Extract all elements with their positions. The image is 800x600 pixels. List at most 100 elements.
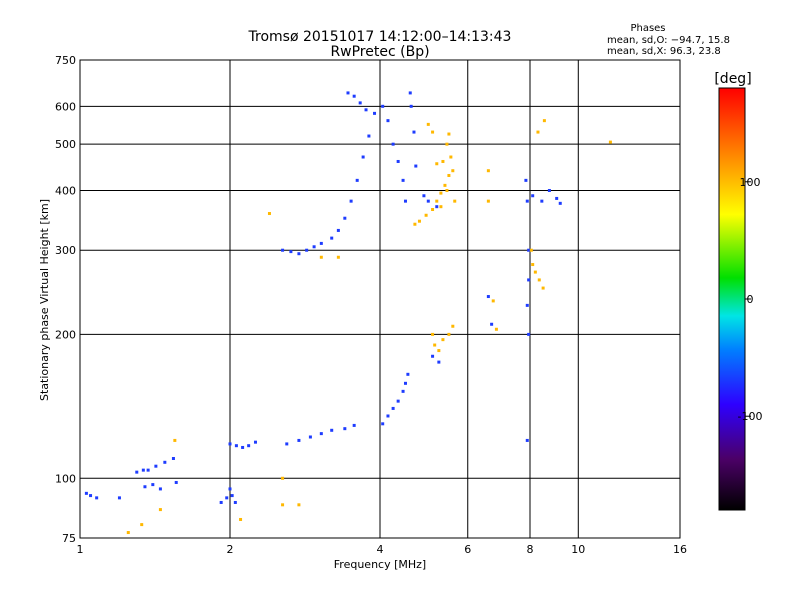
data-point [403,199,407,203]
data-point [447,173,451,177]
data-point [537,278,541,282]
data-point [171,456,175,460]
phase-stats: Phases mean, sd,O: −94.7, 15.8 mean, sd,… [607,23,730,57]
data-point [426,122,430,126]
data-point [253,440,257,444]
data-point [330,428,334,432]
data-point [343,216,347,220]
data-point [441,159,445,163]
data-point [158,487,162,491]
data-point [396,399,400,403]
data-point [281,503,285,507]
data-point [529,248,533,252]
data-point [174,480,178,484]
data-point [490,322,494,326]
colorbar-ticks: 100 0 -100 [738,176,763,423]
data-point [417,219,421,223]
data-point [431,354,435,358]
data-point [346,91,350,95]
data-point [373,111,377,115]
data-point [267,212,271,216]
data-point [401,178,405,182]
data-point [219,500,223,504]
data-point [435,162,439,166]
data-point [285,442,289,446]
data-point [531,194,535,198]
y-tick-label: 300 [55,244,76,257]
y-tick-label: 75 [62,532,76,545]
data-point [413,222,417,226]
data-point [491,299,495,303]
data-point [239,517,243,521]
data-point [547,188,551,192]
data-point [343,427,347,431]
chart-subtitle: RwPretec (Bp) [330,44,429,60]
data-point [247,444,251,448]
data-point [381,422,385,426]
data-point [424,213,428,217]
data-point [540,199,544,203]
data-point [435,205,439,209]
data-point [426,199,430,203]
data-point [361,155,365,159]
data-point [336,228,340,232]
data-point [486,199,490,203]
data-point [95,496,99,500]
data-point [486,295,490,299]
y-tick-label: 100 [55,472,76,485]
data-point [396,159,400,163]
data-point [141,468,145,472]
data-point [173,438,177,442]
data-point [289,250,293,254]
data-point [453,199,457,203]
data-point [527,278,531,282]
phase-stats-header: Phases [630,23,665,34]
y-tick-labels: 75 100 200 300 400 500 600 750 [55,54,76,545]
data-point [143,485,147,489]
data-point [117,496,121,500]
data-point [126,531,130,535]
data-points [84,91,612,535]
x-tick-label: 1 [77,543,84,556]
data-point [412,130,416,134]
x-tick-label: 16 [673,543,687,556]
data-point [439,205,443,209]
data-point [297,503,301,507]
y-tick-label: 500 [55,138,76,151]
data-point [494,327,498,331]
data-point [558,201,562,205]
data-point [408,91,412,95]
data-point [406,372,410,376]
data-point [89,494,93,498]
x-tick-labels: 1 2 4 6 8 10 16 [77,543,688,556]
data-point [486,169,490,173]
data-point [146,468,150,472]
data-point [536,130,540,134]
data-point [401,389,405,393]
data-point [525,303,529,307]
x-axis-label: Frequency [MHz] [334,558,426,571]
data-point [431,130,435,134]
data-point [381,104,385,108]
y-axis-label: Stationary phase Virtual Height [km] [38,199,51,401]
grid [80,60,680,538]
data-point [352,94,356,98]
data-point [525,438,529,442]
data-point [386,119,390,123]
data-point [84,491,88,495]
y-tick-label: 200 [55,328,76,341]
colorbar-label: [deg] [714,71,751,87]
data-point [364,108,368,112]
chart-title: Tromsø 20151017 14:12:00–14:13:43 [248,29,512,45]
data-point [163,460,167,464]
x-tick-label: 10 [571,543,585,556]
data-point [524,178,528,182]
data-point [445,142,449,146]
data-point [431,332,435,336]
data-point [135,470,139,474]
colorbar-tick-label: 0 [747,293,754,306]
data-point [151,483,155,487]
data-point [541,286,545,290]
data-point [439,191,443,195]
